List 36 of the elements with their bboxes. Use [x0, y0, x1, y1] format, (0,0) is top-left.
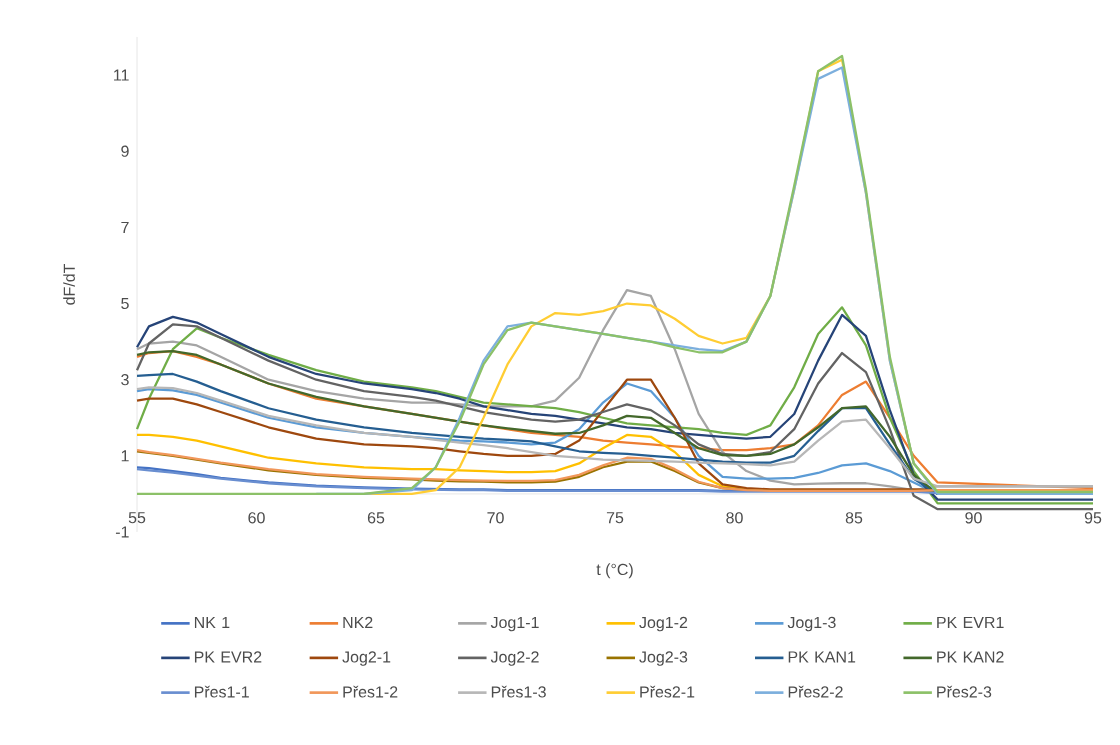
legend-label: Jog2-2 [490, 651, 539, 666]
x-tick-label: 85 [845, 512, 863, 524]
x-tick-label: 70 [487, 512, 504, 524]
legend-label: NK2 [343, 616, 373, 628]
y-tick-label: 9 [121, 145, 129, 157]
y-tick-label: 1 [121, 450, 129, 462]
legend-label: Jog2-3 [639, 651, 688, 666]
y-axis-title: dF/dT [63, 263, 75, 305]
y-tick-label: 3 [121, 374, 129, 386]
legend-label: Jog1-1 [490, 616, 539, 632]
y-tick-label: 5 [121, 297, 129, 310]
x-tick-label: 75 [606, 512, 624, 524]
x-tick-label: 80 [726, 512, 743, 524]
x-tick-label: 90 [965, 512, 982, 524]
legend-label: Přes2-1 [640, 685, 695, 698]
legend-label: Jog1-2 [639, 616, 688, 632]
y-tick-label: 11 [114, 69, 129, 81]
legend-label: PK EVR1 [937, 616, 1004, 628]
y-tick-label: -1 [115, 526, 129, 538]
x-tick-label: 65 [367, 512, 385, 524]
legend-label: Jog1-3 [787, 616, 836, 632]
legend-label: PK EVR2 [194, 651, 262, 663]
x-tick-label: 60 [248, 512, 265, 524]
legend-label: PK KAN2 [937, 651, 1004, 663]
x-tick-label: 55 [128, 512, 146, 524]
legend-label: NK 1 [194, 616, 230, 628]
legend-label: Přes1-3 [491, 685, 546, 698]
legend-label: Přes2-3 [937, 685, 992, 698]
y-tick-label: 7 [121, 221, 129, 233]
x-axis-title: t (°C) [596, 563, 633, 579]
legend-label: Přes2-2 [788, 685, 843, 698]
legend-label: Přes1-1 [194, 685, 249, 698]
x-tick-label: 95 [1084, 512, 1102, 524]
legend-label: Jog2-1 [342, 651, 391, 666]
legend-label: PK KAN1 [788, 651, 856, 663]
legend-label: Přes1-2 [343, 685, 398, 698]
